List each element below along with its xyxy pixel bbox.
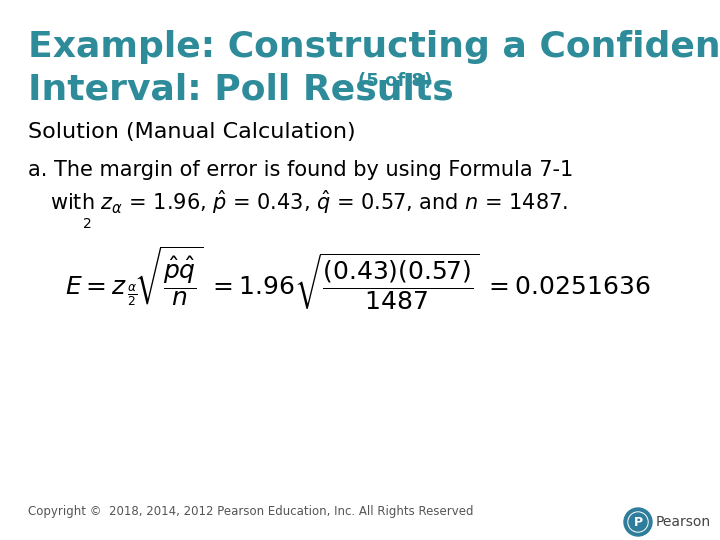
Circle shape [629,513,647,531]
Text: with $z_{\alpha}$ = 1.96, $\hat{p}$ = 0.43, $\hat{q}$ = 0.57, and $n$ = 1487.: with $z_{\alpha}$ = 1.96, $\hat{p}$ = 0.… [50,188,568,215]
Text: Interval: Poll Results: Interval: Poll Results [28,72,454,106]
Circle shape [628,512,648,532]
Text: Pearson: Pearson [656,515,711,529]
Text: $E = z_{\,\frac{\alpha}{2}}\!\sqrt{\dfrac{\hat{p}\hat{q}}{n}}$$\; = 1.96\sqrt{\d: $E = z_{\,\frac{\alpha}{2}}\!\sqrt{\dfra… [65,245,650,312]
Text: a. The margin of error is found by using Formula 7-1: a. The margin of error is found by using… [28,160,573,180]
Text: P: P [634,516,642,529]
Text: (5 of 8): (5 of 8) [358,72,432,90]
Text: 2: 2 [83,217,91,231]
Text: Solution (Manual Calculation): Solution (Manual Calculation) [28,122,356,142]
Circle shape [624,508,652,536]
Text: Copyright ©  2018, 2014, 2012 Pearson Education, Inc. All Rights Reserved: Copyright © 2018, 2014, 2012 Pearson Edu… [28,505,474,518]
Text: Example: Constructing a Confidence: Example: Constructing a Confidence [28,30,720,64]
